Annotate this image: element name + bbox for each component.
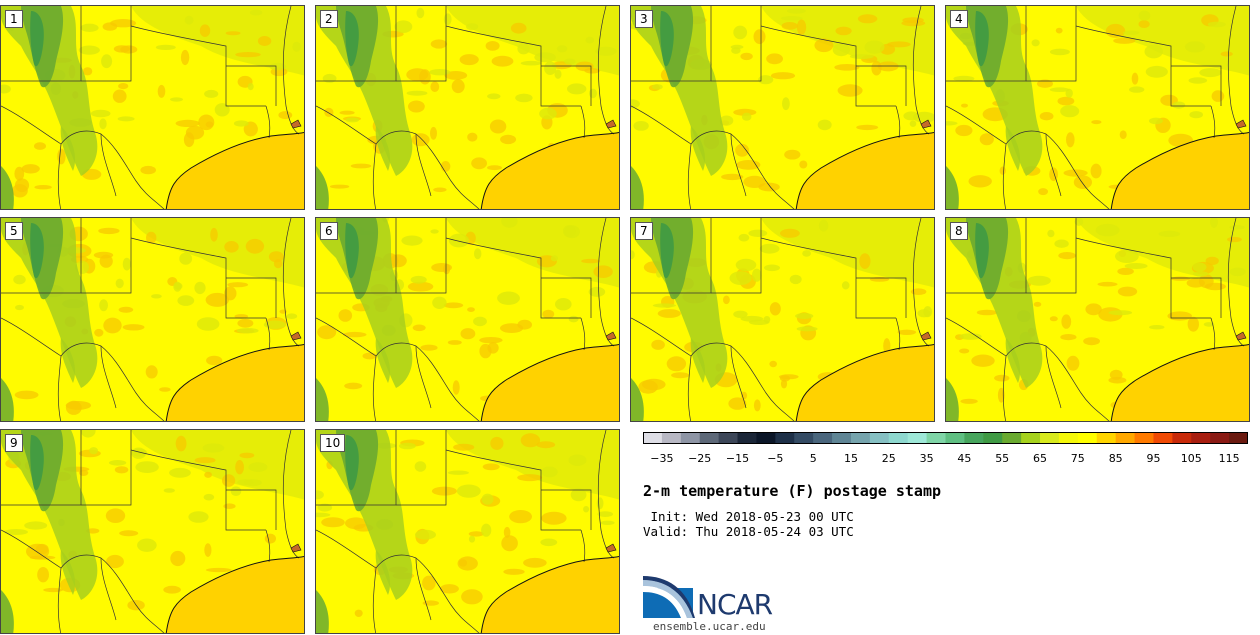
colorbar-swatch	[1134, 432, 1154, 444]
temperature-map	[1, 6, 304, 209]
colorbar-tick-label: 15	[844, 452, 858, 465]
colorbar-tick-label: 45	[957, 452, 972, 465]
colorbar-swatch	[643, 432, 663, 444]
colorbar-tick-label: 5	[809, 452, 817, 465]
panel-number-label: 9	[5, 434, 23, 452]
colorbar-swatch	[1191, 432, 1211, 444]
temperature-map	[1, 218, 304, 421]
colorbar-swatch	[1153, 432, 1173, 444]
temperature-map	[316, 218, 619, 421]
panel-number-label: 7	[635, 222, 653, 240]
colorbar-swatch	[850, 432, 871, 444]
colorbar-swatch	[699, 432, 720, 444]
colorbar-tick-label: 95	[1146, 452, 1161, 465]
panel-number-label: 5	[5, 222, 23, 240]
temperature-colorbar	[643, 432, 1248, 444]
panel-number-label: 10	[320, 434, 346, 452]
colorbar-swatch	[926, 432, 946, 444]
temperature-map	[631, 218, 934, 421]
stamp-panel-10: 10	[315, 429, 620, 634]
ncar-logo-icon	[643, 576, 695, 618]
stamp-panel-2: 2	[315, 5, 620, 210]
stamp-panel-4: 4	[945, 5, 1250, 210]
panel-number-label: 1	[5, 10, 23, 28]
colorbar-swatch	[794, 432, 814, 444]
temperature-map	[1, 430, 304, 633]
stamp-panel-3: 3	[630, 5, 935, 210]
colorbar-swatch	[1210, 432, 1230, 444]
colorbar-swatch	[869, 432, 890, 444]
colorbar-swatch	[718, 432, 739, 444]
colorbar-swatch	[813, 432, 833, 444]
colorbar-tick-label: 85	[1108, 452, 1123, 465]
colorbar-swatch	[1096, 432, 1117, 444]
colorbar-swatch	[1115, 432, 1136, 444]
panel-number-label: 3	[635, 10, 653, 28]
colorbar-tick-label: 105	[1180, 452, 1202, 465]
stamp-panel-7: 7	[630, 217, 935, 422]
init-time: Init: Wed 2018-05-23 00 UTC	[643, 509, 854, 524]
temperature-map	[316, 6, 619, 209]
colorbar-swatch	[945, 432, 965, 444]
stamp-panel-1: 1	[0, 5, 305, 210]
colorbar-tick-label: 75	[1070, 452, 1085, 465]
stamp-panel-9: 9	[0, 429, 305, 634]
colorbar-swatch	[964, 432, 984, 444]
colorbar-swatch	[661, 432, 682, 444]
colorbar-swatch	[832, 432, 852, 444]
colorbar-tick-label: −15	[725, 452, 750, 465]
colorbar-tick-label: −35	[650, 452, 674, 465]
colorbar-swatch	[907, 432, 928, 444]
temperature-map	[946, 218, 1249, 421]
colorbar-tick-label: 35	[919, 452, 934, 465]
valid-time: Valid: Thu 2018-05-24 03 UTC	[643, 524, 854, 539]
panel-number-label: 2	[320, 10, 338, 28]
colorbar-frame	[643, 432, 1248, 444]
colorbar-swatch	[775, 432, 795, 444]
stamp-panel-8: 8	[945, 217, 1250, 422]
panel-number-label: 6	[320, 222, 338, 240]
colorbar-tick-label: 55	[995, 452, 1010, 465]
colorbar-swatch	[983, 432, 1003, 444]
chart-title: 2-m temperature (F) postage stamp	[643, 482, 942, 500]
temperature-map	[631, 6, 934, 209]
ncar-logo-text: NCAR	[697, 588, 773, 621]
colorbar-swatch	[680, 432, 701, 444]
colorbar-tick-label: −25	[688, 452, 712, 465]
panel-number-label: 4	[950, 10, 968, 28]
colorbar-swatch	[1040, 432, 1060, 444]
colorbar-swatch	[1021, 432, 1041, 444]
colorbar-tick-label: −5	[767, 452, 784, 465]
panel-number-label: 8	[950, 222, 968, 240]
stamp-panel-6: 6	[315, 217, 620, 422]
colorbar-swatch	[1002, 432, 1022, 444]
colorbar-swatch	[1229, 432, 1248, 444]
temperature-map	[316, 430, 619, 633]
temperature-map	[946, 6, 1249, 209]
website-url[interactable]: ensemble.ucar.edu	[653, 620, 766, 633]
colorbar-swatch	[888, 432, 909, 444]
colorbar-tick-label: 65	[1033, 452, 1047, 465]
colorbar-swatch	[1172, 432, 1192, 444]
colorbar-swatch	[1058, 432, 1079, 444]
stamp-panel-5: 5	[0, 217, 305, 422]
colorbar-tick-label: 25	[881, 452, 896, 465]
colorbar-swatch	[1077, 432, 1098, 444]
colorbar-swatch	[737, 432, 757, 444]
colorbar-tick-label: 115	[1218, 452, 1240, 465]
colorbar-swatch	[756, 432, 776, 444]
